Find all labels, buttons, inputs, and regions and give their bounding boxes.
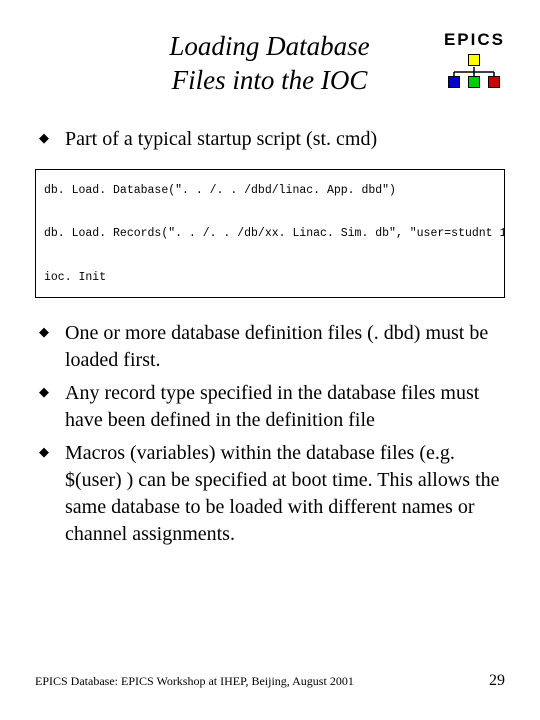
code-line: db. Load. Records(". . /. . /db/xx. Lina… [44,227,505,240]
page-number: 29 [489,672,505,690]
epics-logo: EPICS [444,30,505,90]
logo-square-blue [448,76,460,88]
list-item: Macros (variables) within the database f… [35,440,505,548]
bullet-list-top: Part of a typical startup script (st. cm… [35,126,505,153]
footer: EPICS Database: EPICS Workshop at IHEP, … [35,672,505,690]
header: Loading Database Files into the IOC EPIC… [35,30,505,98]
logo-squares-icon [446,54,502,90]
title-block: Loading Database Files into the IOC [35,30,444,98]
logo-square-green [468,76,480,88]
list-item: Part of a typical startup script (st. cm… [35,126,505,153]
logo-square-red [488,76,500,88]
bullet-list-bottom: One or more database definition files (.… [35,320,505,548]
code-line: ioc. Init [44,271,106,284]
logo-square-yellow [468,54,480,66]
list-item: Any record type specified in the databas… [35,380,505,434]
code-box: db. Load. Database(". . /. . /dbd/linac.… [35,169,505,298]
title-line-1: Loading Database [95,30,444,64]
logo-text: EPICS [444,30,505,50]
list-item: One or more database definition files (.… [35,320,505,374]
footer-text: EPICS Database: EPICS Workshop at IHEP, … [35,674,354,689]
code-line: db. Load. Database(". . /. . /dbd/linac.… [44,184,396,197]
title-line-2: Files into the IOC [95,64,444,98]
